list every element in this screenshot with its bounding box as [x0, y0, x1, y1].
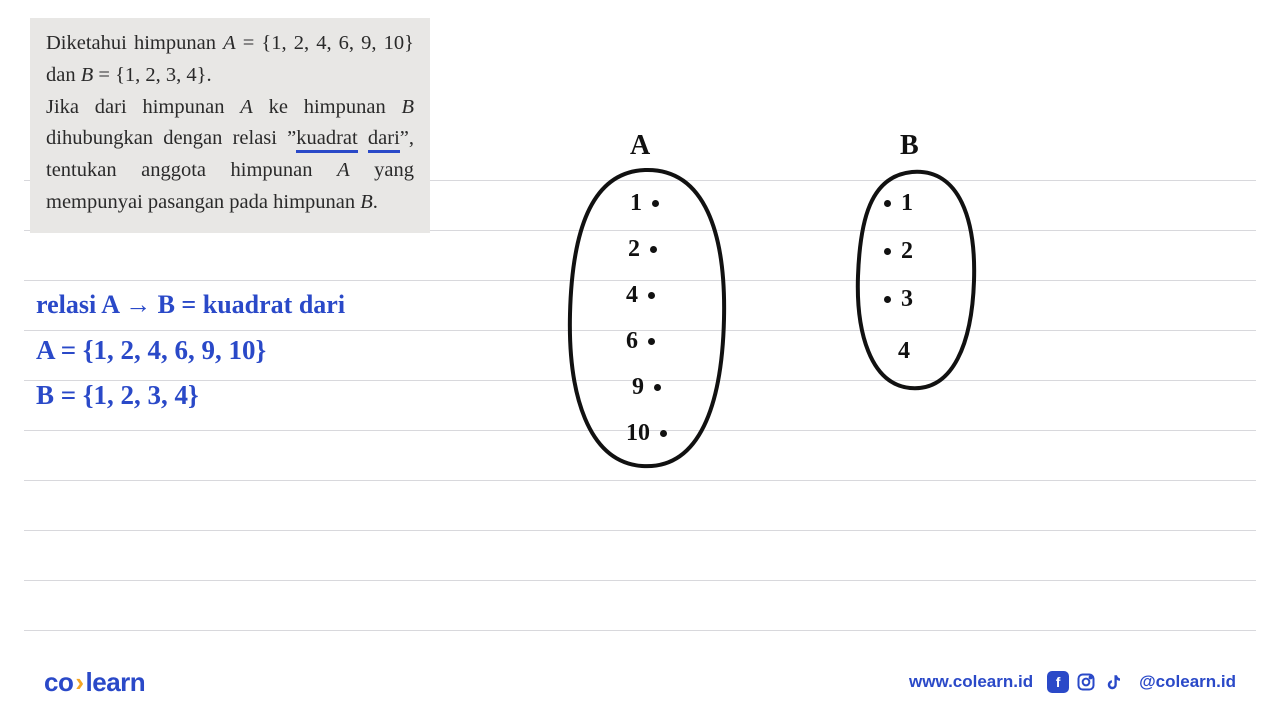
sym-A: A	[223, 32, 236, 54]
tiktok-icon[interactable]	[1103, 671, 1125, 693]
set-a-elem: 4	[626, 282, 655, 309]
quote-close: ”	[400, 127, 409, 149]
elem-label: 1	[630, 190, 642, 217]
rule-line	[24, 530, 1256, 531]
set-diagram: A 1 2 4 6 9 10 B 1 2 3 4	[520, 130, 1040, 490]
problem-text: Jika dari himpunan	[46, 96, 240, 118]
handwriting-line-1: relasi A → B = kuadrat dari	[36, 290, 345, 320]
set-a-elem: 6	[626, 328, 655, 355]
set-a-elem: 1	[630, 190, 659, 217]
set-a-elem: 2	[628, 236, 657, 263]
set-b-label: B	[900, 130, 919, 162]
set-b-elem: 4	[898, 338, 910, 365]
sym-B: B	[360, 191, 373, 213]
problem-text: himpunan	[273, 191, 360, 213]
set-b-elem: 3	[884, 286, 913, 313]
logo-part-2: learn	[86, 667, 146, 697]
keyword-kuadrat: kuadrat	[296, 127, 357, 153]
keyword-dari: dari	[368, 127, 400, 153]
set-a-elem: 10	[626, 420, 667, 447]
bullet-icon	[884, 200, 891, 207]
elem-label: 9	[632, 374, 644, 401]
social-handle[interactable]: @colearn.id	[1139, 672, 1236, 692]
bullet-icon	[648, 338, 655, 345]
footer-right: www.colearn.id f @colearn.id	[909, 671, 1236, 693]
logo-separator-icon: ›	[75, 667, 83, 697]
sym-B: B	[81, 64, 94, 86]
bullet-icon	[884, 296, 891, 303]
problem-text: Diketahui himpunan	[46, 32, 223, 54]
elem-label: 3	[901, 286, 913, 313]
sym-B: B	[401, 96, 414, 118]
facebook-icon[interactable]: f	[1047, 671, 1069, 693]
set-b-oval: 1 2 3 4	[850, 166, 980, 396]
problem-text: ke himpunan	[253, 96, 402, 118]
footer-bar: co›learn www.colearn.id f @colearn.id	[0, 662, 1280, 702]
elem-label: 10	[626, 420, 650, 447]
period: .	[373, 191, 378, 213]
logo-part-1: co	[44, 667, 73, 697]
website-url[interactable]: www.colearn.id	[909, 672, 1033, 692]
elem-label: 4	[898, 338, 910, 365]
elem-label: 2	[628, 236, 640, 263]
sym-A: A	[337, 159, 350, 181]
problem-text: = {1, 2, 3, 4}.	[93, 64, 211, 86]
oval-b-svg	[850, 166, 980, 396]
elem-label: 2	[901, 238, 913, 265]
problem-text: = {1, 2, 4, 6, 9,	[236, 32, 377, 54]
bullet-icon	[884, 248, 891, 255]
brand-logo: co›learn	[44, 667, 145, 698]
bullet-icon	[652, 200, 659, 207]
set-a-label: A	[630, 130, 650, 162]
rule-line	[24, 630, 1256, 631]
sym-A: A	[240, 96, 253, 118]
rule-line	[24, 580, 1256, 581]
elem-label: 6	[626, 328, 638, 355]
instagram-icon[interactable]	[1075, 671, 1097, 693]
bullet-icon	[650, 246, 657, 253]
set-a-oval: 1 2 4 6 9 10	[560, 164, 730, 474]
problem-text: dihubungkan dengan relasi	[46, 127, 287, 149]
bullet-icon	[654, 384, 661, 391]
social-icons: f	[1047, 671, 1125, 693]
elem-label: 1	[901, 190, 913, 217]
handwriting-line-2: A = {1, 2, 4, 6, 9, 10}	[36, 335, 266, 366]
set-b-elem: 2	[884, 238, 913, 265]
set-b-elem: 1	[884, 190, 913, 217]
bullet-icon	[648, 292, 655, 299]
elem-label: 4	[626, 282, 638, 309]
problem-statement: Diketahui himpunan A = {1, 2, 4, 6, 9, 1…	[30, 18, 430, 233]
handwriting-line-3: B = {1, 2, 3, 4}	[36, 380, 199, 411]
bullet-icon	[660, 430, 667, 437]
set-a-elem: 9	[632, 374, 661, 401]
quote-open: ”	[287, 127, 296, 149]
